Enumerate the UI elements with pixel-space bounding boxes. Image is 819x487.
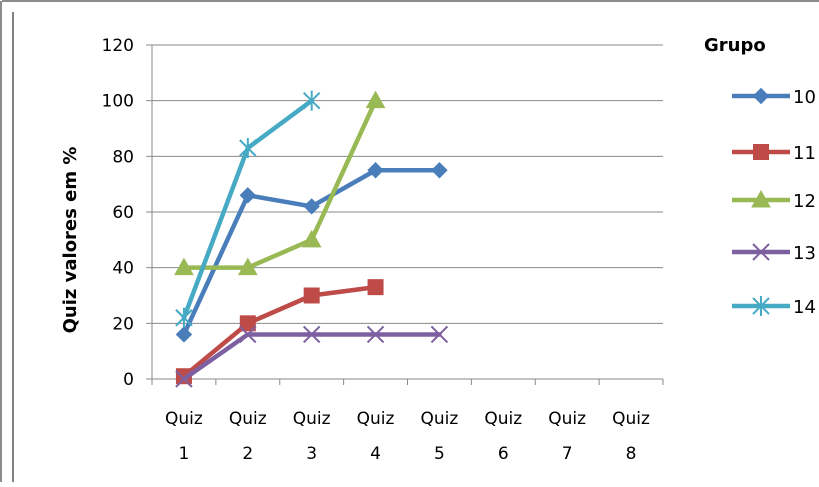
y-tick-label: 0	[123, 370, 134, 390]
data-point-10	[175, 326, 193, 343]
data-point-12	[365, 90, 386, 109]
legend-title: Grupo	[704, 35, 766, 56]
data-point-14	[302, 90, 321, 111]
gridlines	[152, 44, 663, 324]
y-tick-label: 60	[112, 203, 134, 223]
y-tick-label: 20	[112, 314, 134, 334]
marker-stroke	[175, 370, 193, 388]
series-line-11	[181, 284, 378, 379]
marker-stroke	[239, 325, 257, 344]
data-point-13	[302, 325, 321, 344]
data-point-10	[239, 187, 257, 204]
x-tick-label-line2: 8	[626, 444, 637, 464]
data-point-10	[367, 162, 384, 179]
data-point-12	[237, 257, 258, 276]
x-tick-label-line1: Quiz	[484, 409, 522, 429]
series-line-14	[181, 98, 314, 321]
x-tick-label-line2: 3	[306, 444, 317, 464]
data-point-13	[175, 370, 193, 388]
series-13	[175, 325, 449, 388]
data-point-12	[174, 257, 194, 276]
data-point-10	[431, 162, 448, 179]
marker-stroke	[302, 325, 321, 344]
series-lines	[174, 90, 449, 388]
y-tick-label: 40	[112, 259, 134, 279]
x-tick-label-line2: 2	[242, 444, 253, 464]
series-14	[175, 90, 321, 328]
legend-marker	[752, 87, 770, 105]
series-11	[175, 279, 384, 385]
legend: 10 11 12 13 14	[732, 87, 816, 318]
x-tick-label-line2: 1	[179, 444, 190, 464]
x-tick-label-line2: 7	[562, 444, 573, 464]
data-point-11	[303, 287, 320, 304]
x-tick-label-line1: Quiz	[612, 409, 650, 429]
series-line-12	[181, 98, 378, 270]
legend-marker	[752, 296, 770, 316]
legend-label: 13	[793, 243, 816, 264]
tick-labels: 0 20 40 60 80 100 120 Quiz 1 Quiz 2 Quiz 3 Quiz 4 Quiz 5…	[102, 36, 650, 464]
legend-label: 12	[793, 191, 816, 212]
legend-marker	[753, 144, 769, 160]
marker-stroke	[366, 325, 385, 344]
series-line-10	[181, 168, 442, 337]
data-point-13	[430, 325, 449, 344]
legend-label: 14	[793, 297, 816, 318]
series-12	[174, 90, 386, 276]
y-tick-label: 100	[102, 92, 134, 112]
x-tick-label-line1: Quiz	[229, 409, 267, 429]
data-point-11	[367, 279, 384, 296]
marker-stroke	[430, 325, 449, 344]
series-line-13	[181, 332, 442, 382]
legend-marker	[752, 243, 770, 261]
legend-label: 11	[793, 143, 816, 164]
y-axis-title: Quiz valores em %	[60, 147, 81, 334]
x-tick-label-line1: Quiz	[357, 409, 395, 429]
data-point-13	[239, 325, 257, 344]
marker-stroke	[752, 243, 770, 261]
legend-marker	[751, 189, 771, 208]
legend-entry-13: 13	[732, 243, 816, 264]
data-point-14	[175, 307, 193, 328]
legend-entry-11: 11	[732, 143, 816, 164]
legend-entry-10: 10	[732, 87, 816, 108]
data-point-14	[239, 137, 257, 158]
x-tick-label-line2: 4	[370, 444, 381, 464]
series-10	[175, 162, 448, 343]
x-tick-label-line1: Quiz	[293, 409, 331, 429]
data-point-12	[301, 229, 322, 248]
x-tick-label-line2: 6	[498, 444, 509, 464]
x-tick-label-line2: 5	[434, 444, 445, 464]
x-tick-label-line1: Quiz	[548, 409, 586, 429]
data-point-10	[303, 198, 320, 215]
data-point-13	[366, 325, 385, 344]
x-tick-label-line1: Quiz	[421, 409, 459, 429]
axes	[146, 44, 664, 385]
legend-entry-12: 12	[732, 189, 816, 212]
data-point-11	[239, 315, 256, 332]
y-tick-label: 120	[102, 36, 134, 56]
y-tick-label: 80	[112, 147, 134, 167]
legend-entry-14: 14	[732, 296, 816, 318]
x-tick-label-line1: Quiz	[165, 409, 203, 429]
legend-label: 10	[793, 87, 816, 108]
